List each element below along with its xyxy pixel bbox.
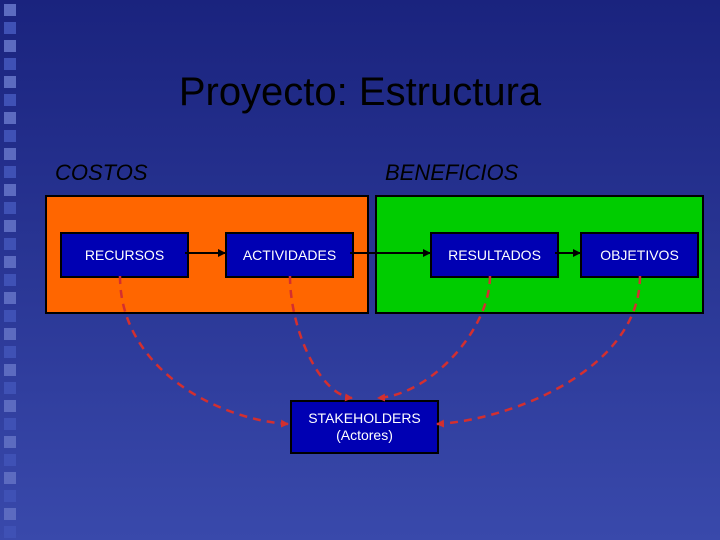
deco-square [4,328,16,340]
deco-square [4,418,16,430]
deco-square [4,130,16,142]
slide-title: Proyecto: Estructura [0,70,720,115]
deco-square [4,472,16,484]
deco-square [4,364,16,376]
deco-square [4,454,16,466]
box-stakeholders: STAKEHOLDERS(Actores) [290,400,439,454]
deco-square [4,238,16,250]
box-recursos: RECURSOS [60,232,189,278]
deco-square [4,220,16,232]
deco-square [4,292,16,304]
deco-square [4,508,16,520]
deco-square [4,400,16,412]
deco-square [4,274,16,286]
box-resultados: RESULTADOS [430,232,559,278]
deco-square [4,22,16,34]
deco-square [4,436,16,448]
label-costos: COSTOS [55,160,148,186]
deco-square [4,202,16,214]
deco-square [4,490,16,502]
box-actividades: ACTIVIDADES [225,232,354,278]
box-objetivos: OBJETIVOS [580,232,699,278]
deco-square [4,184,16,196]
deco-square [4,526,16,538]
label-beneficios: BENEFICIOS [385,160,518,186]
deco-square [4,58,16,70]
slide-root: Proyecto: Estructura COSTOS BENEFICIOS R… [0,0,720,540]
deco-square [4,148,16,160]
deco-square [4,310,16,322]
deco-square [4,40,16,52]
deco-square [4,346,16,358]
deco-square [4,256,16,268]
deco-square [4,4,16,16]
deco-square [4,166,16,178]
deco-square [4,382,16,394]
